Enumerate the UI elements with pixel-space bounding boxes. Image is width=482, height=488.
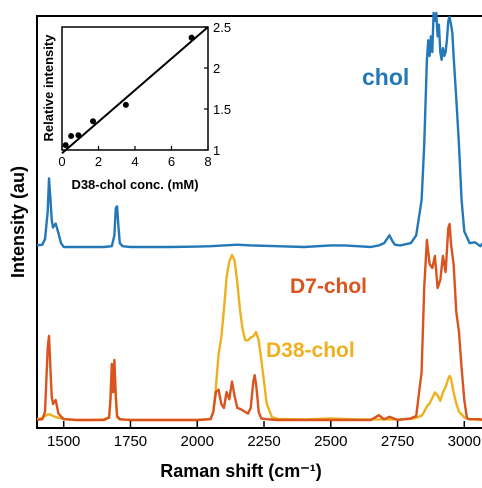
inset-fit-line: [61, 26, 209, 155]
main-x-tick-label: 2750: [381, 433, 414, 450]
main-x-tick-label: 1750: [114, 433, 147, 450]
main-x-axis-label: Raman shift (cm⁻¹): [160, 461, 322, 481]
inset-data-point: [62, 142, 69, 149]
main-x-tick-label: 2000: [181, 433, 214, 450]
inset-plot: 0 2 4 6 8 1 1.5 2 2.5 D38-chol conc. (mM) Relat…: [41, 20, 231, 192]
series-line-d7-chol: [36, 222, 482, 422]
inset-x-tick-label: 2: [95, 154, 102, 169]
curve-label-chol: chol: [362, 64, 409, 90]
inset-x-axis: 0 2 4 6 8: [58, 146, 212, 169]
inset-y-tick-label: 2: [213, 61, 220, 76]
series-line-d38-chol: [36, 253, 482, 422]
inset-y-tick-label: 1.5: [213, 102, 231, 117]
inset-x-tick-label: 8: [204, 154, 211, 169]
main-x-tick-label: 3000: [448, 433, 481, 450]
inset-y-axis-label: Relative intensity: [41, 34, 56, 142]
series-line-chol: [36, 11, 482, 249]
inset-data-point: [122, 101, 129, 108]
inset-data-point: [68, 133, 75, 140]
main-series-group: [36, 11, 482, 422]
main-x-tick-label: 2250: [247, 433, 280, 450]
inset-series-group: [61, 26, 209, 155]
inset-y-tick-label: 2.5: [213, 20, 231, 35]
inset-y-tick-label: 1: [213, 143, 220, 158]
inset-data-point: [75, 132, 82, 139]
main-plot-frame: [36, 15, 482, 429]
curve-label-d7-chol: D7-chol: [290, 275, 367, 298]
main-y-axis-label: Intensity (au): [8, 166, 28, 278]
inset-x-tick-label: 4: [131, 154, 138, 169]
inset-data-point: [188, 34, 195, 41]
main-plot: 1500 1750 2000 2250 2500 2750 3000 chol D7-cho…: [8, 11, 482, 481]
inset-x-axis-label: D38-chol conc. (mM): [71, 177, 198, 192]
main-curve-labels: chol D7-chol D38-chol: [266, 64, 409, 362]
main-x-axis: 1500 1750 2000 2250 2500 2750 3000: [47, 421, 481, 450]
inset-data-point: [90, 118, 97, 125]
inset-x-tick-label: 0: [58, 154, 65, 169]
main-x-tick-label: 2500: [314, 433, 347, 450]
inset-x-tick-label: 6: [168, 154, 175, 169]
curve-label-d38-chol: D38-chol: [266, 339, 355, 362]
main-x-tick-label: 1500: [47, 433, 80, 450]
inset-y-axis: 1 1.5 2 2.5: [204, 20, 231, 158]
